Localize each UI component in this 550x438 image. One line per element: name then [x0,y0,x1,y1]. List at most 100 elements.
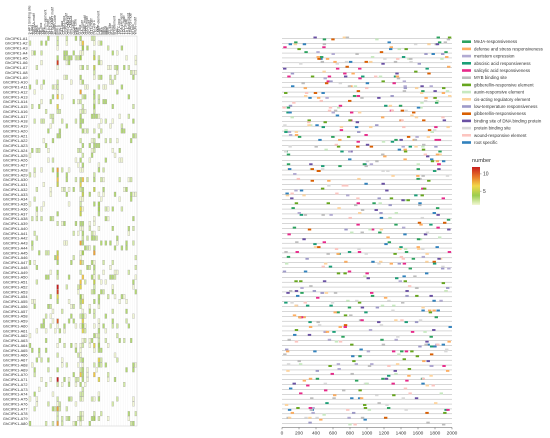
motif-box [443,411,447,414]
motif-box [331,53,335,55]
motif-box [364,382,369,385]
motif-box [446,218,451,221]
heatmap-cell [118,157,121,163]
heatmap-cell [102,289,105,295]
heatmap-cell [123,128,126,134]
motif-box [385,404,389,406]
motif-box [310,168,314,171]
motif-box [383,57,387,60]
heatmap-cell [56,104,59,109]
motif-box [366,350,371,353]
motif-box [322,38,327,41]
heatmap-cell [31,50,34,56]
element-label: AT-rich element [44,10,48,35]
position-x-axis: 0 200 400 600 800 1000 1200 1400 1600 1800 2000 [281,427,458,437]
motif-box [403,158,407,161]
heatmap-cell [109,74,112,80]
motif-box [445,348,449,351]
motif-box [437,168,441,171]
heatmap-cell [79,40,82,46]
heatmap-cell [93,148,96,153]
heatmap-cell [90,289,94,295]
motif-box [360,231,364,234]
heatmap-cell [77,230,80,236]
gene-label: GhCIPK1-A24 [3,148,28,153]
colorbar-title: number [472,158,491,164]
gene-row-labels: GhCIPK1-A1GhCIPK1-A2GhCIPK1-A3GhCIPK1-A4… [3,36,28,426]
heatmap-cell [93,269,96,275]
heatmap-cell [49,99,52,105]
heatmap-cell [81,167,84,173]
heatmap-cell [97,123,101,129]
heatmap-cell [116,138,119,144]
heatmap-cell [134,274,137,280]
heatmap-cell [132,313,135,319]
heatmap-cell [116,333,119,339]
motif-box [370,294,375,297]
motif-box [342,36,347,39]
heatmap-cell [107,416,110,421]
motif-box [417,248,421,250]
legend-label: cis-acting regulatory element [474,97,531,102]
motif-box [308,421,312,424]
motif-box [402,80,407,83]
heatmap-cell [44,313,48,319]
motif-box [348,99,352,102]
heatmap-cell [56,182,59,187]
motif-box [441,343,446,346]
motif-box [380,116,385,119]
heatmap-cell [113,245,117,251]
gene-label: GhCIPK1-A37 [3,211,28,216]
heatmap-cell [79,294,82,300]
heatmap-cell [31,245,34,251]
motif-box [355,299,359,302]
motif-box [338,165,342,168]
heatmap-cell [102,177,105,183]
heatmap-cell [111,206,114,212]
heatmap-cell [81,362,84,368]
motif-box [360,319,364,322]
motif-box [416,238,421,241]
heatmap-cell [79,50,82,56]
motif-box [435,43,440,46]
motif-box [416,246,420,249]
gene-label: GhCIPK1-A29 [3,172,28,177]
heatmap-cell [111,323,114,329]
heatmap-cell [104,99,107,105]
motif-box [350,343,354,346]
heatmap-cell [129,70,133,75]
motif-box [287,408,292,411]
heatmap-cell [81,206,84,212]
heatmap-cell [56,84,59,90]
heatmap-cell [120,123,124,129]
legend-label: abscisic acid responsiveness [474,61,531,66]
element-label: 3-AF1 binding site [28,6,32,35]
heatmap-cell [79,260,82,265]
heatmap-cell [35,148,39,153]
heatmap-cell [79,416,82,421]
motif-box [403,387,408,390]
motif-box [325,330,330,333]
heatmap-cell [93,89,96,95]
heatmap-cell [51,94,55,100]
gene-label: GhCIPK1-A60 [3,323,28,328]
motif-box [365,272,369,275]
heatmap-cell [74,401,78,407]
motif-box [383,296,388,299]
heatmap-cell [31,104,34,109]
motif-box [370,291,374,294]
motif-box [400,350,404,353]
heatmap-cell [79,211,82,217]
motif-box [394,212,399,214]
motif-box [288,290,293,292]
heatmap-cell [33,260,36,265]
heatmap-cell [127,411,130,417]
gene-label: GhCIPK1-A73 [3,387,28,392]
heatmap-cell [109,240,112,246]
motif-box [346,194,350,197]
heatmap-cell [70,304,73,309]
motif-box [307,121,311,124]
heatmap-cell [79,221,82,226]
motif-box [286,106,291,109]
motif-box [333,109,338,112]
